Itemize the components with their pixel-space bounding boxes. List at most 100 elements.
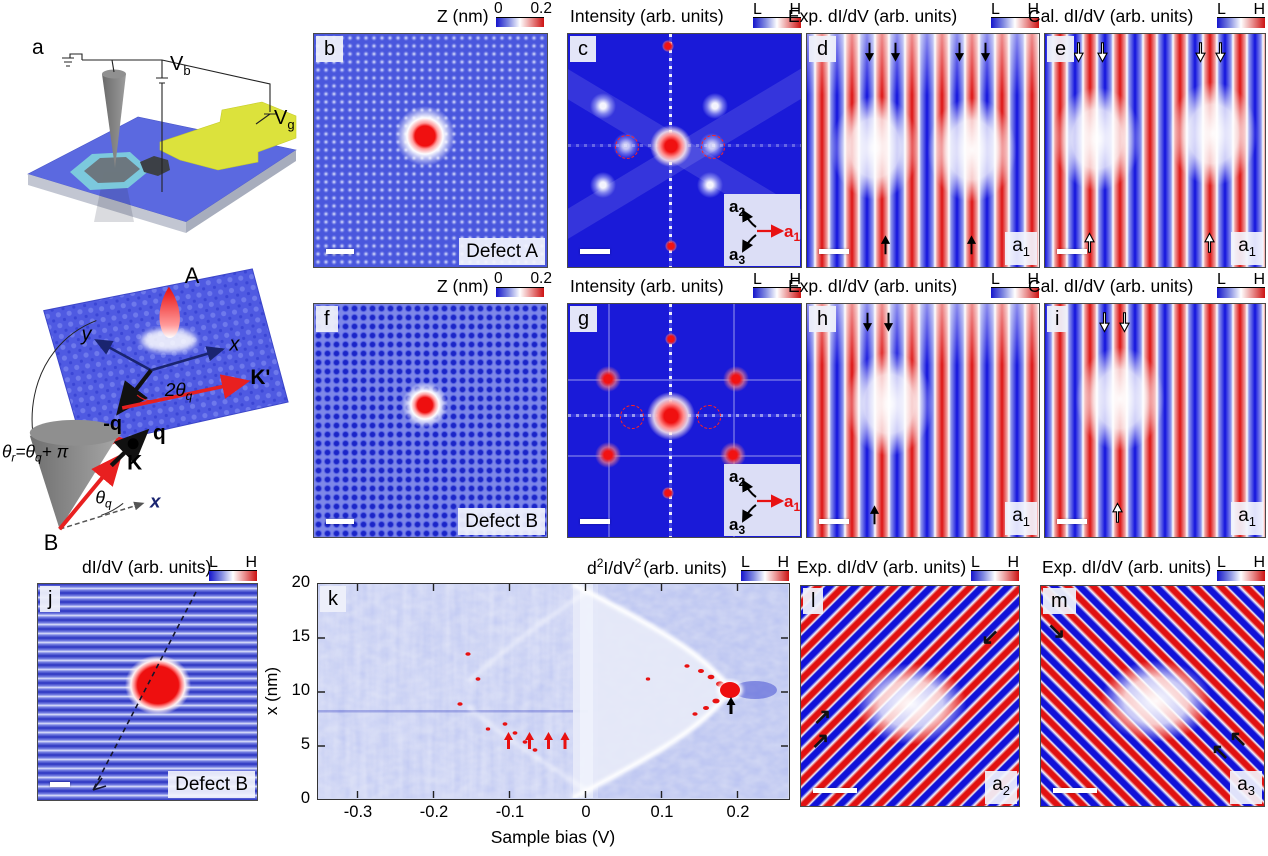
colorbar-max: 0.2 [530,270,552,287]
substrate-side-right [186,150,296,233]
x-axis-label: x [228,333,240,355]
x-tick-label: -0.1 [495,803,525,821]
y-axis-label: x (nm) [262,666,281,716]
bragg-spot-red [664,240,677,253]
colorbar-min: 0 [494,0,503,17]
lh-colorbar: L H [752,271,802,300]
k-prime-label: K' [250,366,270,389]
x-axis-arrow-icon [150,346,225,372]
colorbar-gradient [1217,17,1265,28]
panel-h-exp-didv-a1: h a1 [806,303,1040,538]
defect-label: Defect B [458,508,545,535]
direction-label: a3 [1230,771,1262,804]
y-tick-label: 15 [291,627,310,645]
funnel-branches [466,584,733,798]
k-vector-icon [58,453,123,531]
diagonal-arrow-icon: ↗ [813,704,832,729]
panel-m-title: Exp. dI/dV (arb. units) [1042,557,1212,577]
dislocation-glow [1060,329,1180,469]
bias-voltage-label: Vb [170,53,191,78]
white-down-arrow-icon [1097,42,1108,63]
black-down-arrow-icon [954,42,965,62]
direction-label: a1 [1231,502,1263,535]
lh-colorbar: L H [1216,554,1266,583]
k-label: K [127,452,142,475]
colorbar-high: H [777,554,789,571]
colorbar-high: H [789,271,801,288]
colorbar-high: H [245,554,257,571]
a1-label: a1 [784,492,800,514]
diagonal-arrow-icon: ↖ [1211,739,1230,764]
lh-colorbar: L H [1216,1,1266,30]
colorbar-high: H [789,1,801,18]
colorbar-high: H [1027,271,1039,288]
point-b-label: B [44,530,59,552]
panel-letter: c [570,36,596,62]
minus-q-vector-icon [116,368,153,416]
bragg-spot-red [593,441,622,470]
panel-l-exp-didv-a2: ↙ ↗ ↗ l a2 [800,585,1020,807]
white-down-arrow-icon [1073,42,1084,63]
trajectory-arrowhead [92,777,107,791]
colorbar-gradient [971,570,1019,581]
panel-letter: m [1043,588,1076,614]
two-theta-label: 2θq [164,379,193,403]
gate-electrode [159,101,297,171]
q-vector-ball [127,438,139,450]
a1-label: a1 [784,222,800,244]
fft-grid-line [568,455,801,458]
direction-label: a2 [985,771,1017,804]
red-up-arrow-icon [504,732,570,749]
a3-vector-icon [742,234,757,253]
colorbar-high: H [1253,1,1265,18]
white-up-arrow-icon [1204,232,1215,253]
black-down-arrow-icon [980,42,991,62]
colorbar-low: L [1217,554,1226,571]
panel-f-title: Z (nm) [437,276,489,296]
lh-colorbar: L H [1216,271,1266,300]
q-label: q [153,422,166,445]
panel-b-title: Z (nm) [437,6,489,26]
y-tick-label: 20 [291,573,310,591]
lh-colorbar: L H [740,554,790,583]
dashed-circle-marker [701,134,726,159]
minus-q-label: -q [103,413,122,435]
scale-bar [50,782,70,787]
bragg-spot-red [721,364,750,393]
dark-streak [318,710,588,713]
scale-bar [1053,788,1097,793]
panel-letter: l [803,588,824,614]
black-down-arrow-icon [864,42,875,62]
colorbar-gradient [1217,570,1265,581]
defect-b-feature [401,381,449,429]
a3-label: a3 [729,245,745,266]
x-reference-label: x [149,490,162,511]
panel-d-title: Exp. dI/dV (arb. units) [788,6,958,26]
fft-center-spot [648,123,693,168]
panel-f-topography-defect-b: f Defect B [313,303,548,538]
black-down-arrow-icon [862,312,873,332]
colorbar-high: H [1027,1,1039,18]
x-tick-label: -0.3 [343,803,373,821]
z-colorbar: 0 0.2 [494,270,552,299]
panel-g-title: Intensity (arb. units) [570,276,724,296]
a2-label: a2 [729,467,745,489]
colorbar-low: L [753,271,762,288]
panel-letter: i [1047,306,1068,332]
panel-c-title: Intensity (arb. units) [570,6,724,26]
lattice-vectors-inset: a2 a3 a1 [724,194,800,267]
white-down-arrow-icon [1099,312,1110,333]
white-up-arrow-icon [1084,232,1095,253]
defect-a-feature [394,105,456,167]
black-up-arrow-icon [880,235,891,255]
fft-grid-line [568,378,801,381]
diagonal-arrow-icon: ↙ [981,624,1000,649]
scale-bar [819,249,849,254]
black-up-arrow-icon [726,697,736,714]
colorbar-low: L [971,554,980,571]
x-tick-label: -0.2 [419,803,449,821]
panel-e-title: Cal. dI/dV (arb. units) [1028,6,1194,26]
device-schematic: a Vb Vg [27,36,297,233]
theta-q-label: θq [95,487,112,510]
